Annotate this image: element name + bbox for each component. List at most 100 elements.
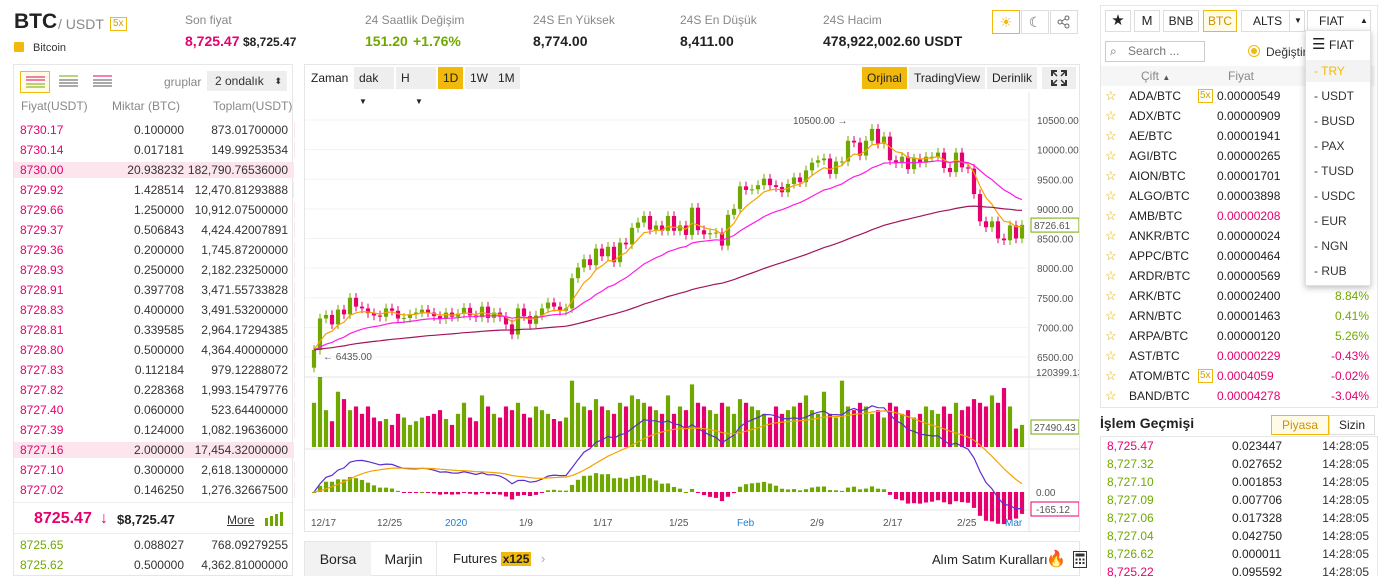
view-asks-button[interactable] — [88, 71, 118, 93]
favorite-star-icon[interactable]: ☆ — [1105, 206, 1117, 226]
favorite-star-icon[interactable]: ☆ — [1105, 326, 1117, 346]
price-chart[interactable]: 10500.0010000.009500.009000.008500.00800… — [304, 92, 1080, 532]
tab-fiat[interactable]: FIAT▲ — [1307, 10, 1371, 32]
favorite-star-icon[interactable]: ☆ — [1105, 286, 1117, 306]
candle-body — [318, 318, 322, 349]
fiat-option-rub[interactable]: - RUB — [1314, 264, 1347, 278]
time-button[interactable]: Zaman — [306, 67, 353, 89]
interval-hours-select[interactable]: H ▼ — [396, 67, 436, 89]
interval-1m-button[interactable]: 1M — [493, 67, 520, 89]
favorite-star-icon[interactable]: ☆ — [1105, 386, 1117, 406]
coin-name-link[interactable]: Bitcoin — [33, 42, 66, 54]
search-input[interactable] — [1128, 44, 1202, 58]
volume-bar — [738, 399, 742, 447]
favorite-star-icon[interactable]: ☆ — [1105, 246, 1117, 266]
share-button[interactable] — [1050, 10, 1078, 34]
light-theme-button[interactable]: ☀ — [992, 10, 1020, 34]
tab-futures[interactable]: Futures x125 › — [453, 551, 545, 566]
group-select[interactable]: 2 ondalık⬍ — [207, 71, 287, 91]
tab-exchange[interactable]: Borsa — [305, 542, 371, 576]
interval-1d-button[interactable]: 1D — [438, 67, 463, 89]
favorite-star-icon[interactable]: ☆ — [1105, 366, 1117, 386]
favorite-star-icon[interactable]: ☆ — [1105, 146, 1117, 166]
favorite-star-icon[interactable]: ☆ — [1105, 346, 1117, 366]
col-pair-sort[interactable]: Çift ▲ — [1141, 69, 1170, 83]
interval-1w-button[interactable]: 1W — [465, 67, 493, 89]
favorite-star-icon[interactable]: ☆ — [1105, 86, 1117, 106]
view-bids-button[interactable] — [54, 71, 84, 93]
tab-margin-markets[interactable]: M — [1134, 10, 1160, 32]
favorite-star-icon[interactable]: ☆ — [1105, 126, 1117, 146]
fiat-option-usdc[interactable]: - USDC — [1314, 189, 1355, 203]
fiat-option-pax[interactable]: - PAX — [1314, 139, 1344, 153]
macd-histogram-bar — [360, 480, 364, 492]
search-box[interactable]: ⌕ — [1105, 41, 1205, 62]
favorite-star-icon[interactable]: ☆ — [1105, 266, 1117, 286]
favorite-star-icon[interactable]: ☆ — [1105, 106, 1117, 126]
fiat-option-eur[interactable]: - EUR — [1314, 214, 1347, 228]
favorite-star-icon[interactable]: ☆ — [1105, 306, 1117, 326]
favorite-star-icon[interactable]: ☆ — [1105, 166, 1117, 186]
fiat-option-ngn[interactable]: - NGN — [1314, 239, 1348, 253]
tab-bnb[interactable]: BNB — [1163, 10, 1199, 32]
fiat-option-busd[interactable]: - BUSD — [1314, 114, 1355, 128]
view-both-button[interactable] — [20, 71, 50, 93]
change-radio[interactable] — [1248, 45, 1260, 57]
fiat-option-tusd[interactable]: - TUSD — [1314, 164, 1354, 178]
interval-minutes-select[interactable]: dak ▼ — [354, 67, 394, 89]
original-chart-tab[interactable]: Orjinal — [862, 67, 907, 89]
favorites-star-icon[interactable]: ★ — [1105, 10, 1131, 32]
fiat-dropdown-header[interactable]: ☰ FIAT — [1306, 31, 1370, 57]
calculator-icon[interactable] — [1073, 551, 1087, 568]
more-link[interactable]: More — [227, 513, 254, 527]
tab-btc[interactable]: BTC — [1203, 10, 1237, 32]
leverage-badge[interactable]: 5x — [110, 17, 127, 31]
dark-theme-button[interactable]: ☾ — [1021, 10, 1049, 34]
candle-body — [636, 223, 640, 228]
tradingview-tab[interactable]: TradingView — [909, 67, 985, 89]
depth-tab[interactable]: Derinlik — [987, 67, 1037, 89]
favorite-star-icon[interactable]: ☆ — [1105, 186, 1117, 206]
tab-margin[interactable]: Marjin — [371, 542, 437, 576]
favorite-star-icon[interactable]: ☆ — [1105, 226, 1117, 246]
fiat-option-try[interactable]: - TRY — [1306, 60, 1370, 82]
tab-market-trades[interactable]: Piyasa — [1271, 415, 1329, 435]
macd-histogram-bar — [756, 483, 760, 492]
volume-bar — [336, 392, 340, 447]
tab-alts[interactable]: ALTS▼ — [1241, 10, 1305, 32]
macd-histogram-bar — [930, 492, 934, 502]
volume-bar — [342, 399, 346, 447]
fiat-option-usdt[interactable]: - USDT — [1314, 89, 1354, 103]
fullscreen-button[interactable] — [1042, 67, 1076, 89]
tab-my-trades[interactable]: Sizin — [1329, 415, 1375, 435]
trading-rules-link[interactable]: Alım Satım Kuralları — [932, 552, 1048, 567]
